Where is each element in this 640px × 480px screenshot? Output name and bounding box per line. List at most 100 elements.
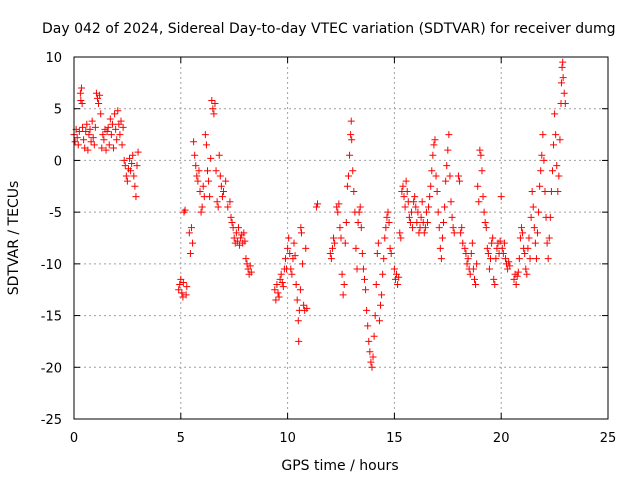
data-point-marker (190, 138, 198, 146)
data-point-marker (457, 229, 465, 237)
data-point-marker (195, 167, 203, 175)
data-point-marker (467, 250, 475, 258)
data-point-marker (89, 134, 97, 142)
data-point-marker (80, 136, 88, 144)
data-point-marker (209, 105, 217, 113)
data-point-marker (538, 151, 546, 159)
data-point-marker (330, 234, 338, 242)
data-point-marker (201, 131, 209, 139)
data-point-marker (279, 283, 287, 291)
data-point-marker (287, 265, 295, 273)
data-point-marker (449, 224, 457, 232)
data-point-marker (477, 151, 485, 159)
data-point-marker (561, 100, 569, 108)
data-point-marker (194, 177, 202, 185)
data-point-marker (104, 123, 112, 131)
data-point-marker (295, 337, 303, 345)
data-point-marker (120, 156, 128, 164)
data-point-marker (242, 255, 250, 263)
data-point-marker (431, 136, 439, 144)
data-point-marker (227, 213, 235, 221)
data-point-marker (498, 244, 506, 252)
data-point-marker (300, 301, 308, 309)
data-point-marker (356, 203, 364, 211)
data-point-marker (87, 138, 95, 146)
data-point-marker (75, 127, 83, 135)
x-tick-label: 20 (493, 431, 510, 446)
data-points (70, 58, 569, 371)
data-point-marker (334, 208, 342, 216)
data-point-marker (447, 198, 455, 206)
data-point-marker (127, 167, 135, 175)
data-point-marker (390, 265, 398, 273)
data-point-marker (536, 182, 544, 190)
data-point-marker (384, 208, 392, 216)
data-point-marker (277, 270, 285, 278)
data-point-marker (396, 229, 404, 237)
data-point-marker (488, 239, 496, 247)
data-point-marker (481, 218, 489, 226)
data-point-marker (199, 182, 207, 190)
data-point-marker (297, 224, 305, 232)
data-point-marker (226, 198, 234, 206)
data-point-marker (98, 144, 106, 152)
data-point-marker (285, 234, 293, 242)
data-point-marker (71, 138, 79, 146)
data-point-marker (471, 275, 478, 283)
data-point-marker (475, 198, 483, 206)
data-point-marker (380, 255, 388, 263)
data-point-marker (546, 213, 554, 221)
data-point-marker (192, 162, 200, 170)
data-point-marker (338, 270, 346, 278)
data-point-marker (544, 255, 552, 263)
data-point-marker (527, 213, 535, 221)
data-point-marker (383, 213, 391, 221)
data-point-marker (213, 198, 221, 206)
y-axis-tick-labels: -25 -20 -15 -10 -5 0 5 10 (41, 51, 62, 428)
data-point-marker (529, 203, 537, 211)
data-point-marker (272, 296, 280, 304)
data-point-marker (476, 146, 484, 154)
y-tick-label: -10 (41, 258, 62, 273)
data-point-marker (205, 177, 213, 185)
data-point-marker (448, 213, 456, 221)
data-point-marker (354, 218, 362, 226)
data-point-marker (438, 234, 446, 242)
data-point-marker (521, 250, 529, 258)
data-point-marker (271, 286, 279, 294)
data-point-marker (466, 270, 474, 278)
data-point-marker (281, 255, 289, 263)
data-point-marker (485, 265, 493, 273)
data-point-marker (297, 229, 305, 237)
data-point-marker (401, 203, 409, 211)
data-point-marker (95, 100, 103, 108)
data-point-marker (117, 117, 125, 125)
data-point-marker (497, 193, 505, 201)
data-point-marker (443, 162, 451, 170)
data-point-marker (555, 172, 563, 180)
data-point-marker (558, 63, 566, 71)
data-point-marker (436, 244, 444, 252)
data-point-marker (548, 167, 556, 175)
data-point-marker (490, 275, 498, 283)
data-point-marker (294, 317, 302, 325)
data-point-marker (246, 262, 254, 270)
data-point-marker (216, 172, 224, 180)
data-point-marker (400, 193, 408, 201)
data-point-marker (515, 255, 523, 263)
data-point-marker (274, 289, 282, 297)
data-point-marker (82, 127, 90, 135)
data-point-marker (336, 224, 344, 232)
data-point-marker (302, 244, 310, 252)
data-point-marker (550, 141, 558, 149)
data-point-marker (187, 224, 195, 232)
data-point-marker (107, 131, 115, 139)
data-point-marker (427, 182, 435, 190)
data-point-marker (425, 203, 433, 211)
data-point-marker (368, 363, 376, 371)
data-point-marker (560, 89, 568, 97)
data-point-marker (342, 218, 350, 226)
data-point-marker (379, 270, 387, 278)
data-point-marker (204, 167, 211, 175)
